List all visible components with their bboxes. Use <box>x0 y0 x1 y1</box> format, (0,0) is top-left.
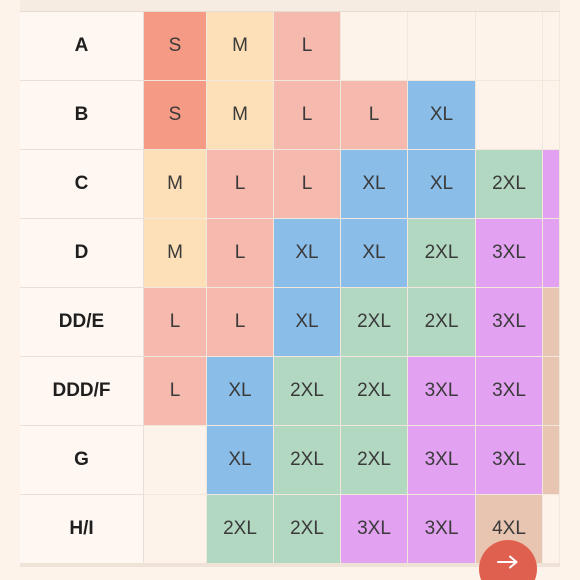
size-cell: L <box>144 357 207 426</box>
empty-cell <box>408 12 476 81</box>
size-cell <box>543 219 560 288</box>
size-cell: XL <box>341 219 408 288</box>
empty-cell <box>144 426 207 495</box>
size-cell: XL <box>207 357 274 426</box>
size-cell: L <box>274 81 341 150</box>
row-label: A <box>20 12 144 81</box>
size-cell: 2XL <box>476 150 543 219</box>
size-cell: 3XL <box>476 288 543 357</box>
size-cell <box>543 150 560 219</box>
size-cell: 3XL <box>408 495 476 564</box>
empty-cell <box>543 12 560 81</box>
size-cell: S <box>144 12 207 81</box>
size-cell: 2XL <box>274 495 341 564</box>
empty-cell <box>543 495 560 564</box>
size-cell: 3XL <box>341 495 408 564</box>
bottom-edge <box>20 563 560 567</box>
size-cell: 3XL <box>476 219 543 288</box>
arrow-right-icon <box>497 555 518 569</box>
row-label: H/I <box>20 495 144 564</box>
size-cell: M <box>207 81 274 150</box>
size-cell: 3XL <box>476 426 543 495</box>
size-cell: L <box>274 150 341 219</box>
row-label: DDD/F <box>20 357 144 426</box>
size-cell: L <box>144 288 207 357</box>
size-cell: L <box>207 150 274 219</box>
size-cell: L <box>274 12 341 81</box>
row-label: G <box>20 426 144 495</box>
size-cell: XL <box>207 426 274 495</box>
row-label: B <box>20 81 144 150</box>
row-label: DD/E <box>20 288 144 357</box>
row-label: D <box>20 219 144 288</box>
size-cell: M <box>207 12 274 81</box>
size-cell: XL <box>341 150 408 219</box>
size-cell: L <box>207 288 274 357</box>
next-button[interactable] <box>479 540 537 580</box>
size-cell: 2XL <box>274 357 341 426</box>
size-cell: S <box>144 81 207 150</box>
size-cell: 3XL <box>408 357 476 426</box>
row-label: C <box>20 150 144 219</box>
size-cell: L <box>341 81 408 150</box>
size-cell: 2XL <box>341 426 408 495</box>
size-cell <box>543 288 560 357</box>
size-cell <box>543 426 560 495</box>
size-cell: M <box>144 219 207 288</box>
size-cell: 2XL <box>408 219 476 288</box>
size-cell: 3XL <box>408 426 476 495</box>
size-cell: M <box>144 150 207 219</box>
size-cell: XL <box>274 288 341 357</box>
size-cell: 2XL <box>408 288 476 357</box>
empty-cell <box>476 81 543 150</box>
size-cell: 2XL <box>341 288 408 357</box>
size-cell: L <box>207 219 274 288</box>
size-cell: XL <box>408 81 476 150</box>
size-cell: 2XL <box>341 357 408 426</box>
size-cell <box>543 357 560 426</box>
size-cell: 3XL <box>476 357 543 426</box>
empty-cell <box>144 495 207 564</box>
empty-cell <box>476 12 543 81</box>
size-cell: XL <box>274 219 341 288</box>
size-cell: XL <box>408 150 476 219</box>
empty-cell <box>543 81 560 150</box>
empty-cell <box>341 12 408 81</box>
size-cell: 2XL <box>207 495 274 564</box>
size-cell: 2XL <box>274 426 341 495</box>
header-strip <box>20 0 560 12</box>
